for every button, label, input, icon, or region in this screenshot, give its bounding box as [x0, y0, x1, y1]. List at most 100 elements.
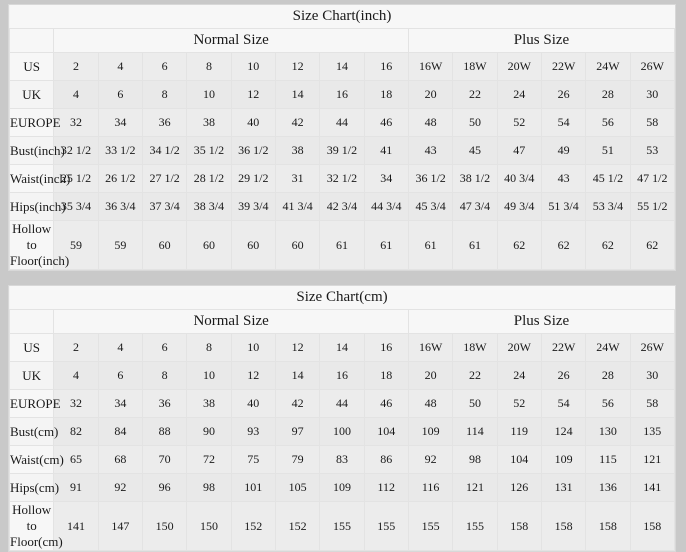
table-cell: 12 — [274, 333, 321, 362]
table-row: Hollow to Floor(inch) 59 59 60 60 60 60 61 61 61 6… — [8, 220, 676, 270]
table-cell: 38 1/2 — [452, 164, 498, 193]
table-cell: 22 — [452, 80, 498, 109]
table-cell: 83 — [319, 445, 365, 474]
table-row: Bust(inch) 32 1/2 33 1/2 34 1/2 35 1/2 36 1/2… — [8, 136, 676, 165]
table-cell: 41 — [363, 136, 409, 165]
table-cell: 16 — [363, 333, 409, 362]
table-cell: 10 — [186, 80, 232, 109]
table-cell: 158 — [629, 501, 676, 551]
table-row: EUROPE 32 34 36 38 40 42 44 46 48 50 52 54 56 58 — [8, 389, 676, 418]
table-cell: 38 — [186, 389, 232, 418]
table-cell: 90 — [186, 417, 232, 446]
table-cell: 22 — [452, 361, 498, 390]
table-cell: 62 — [540, 220, 587, 270]
row-label: UK — [8, 80, 55, 109]
table-cell: 51 3/4 — [540, 192, 587, 221]
table-cell: 155 — [363, 501, 409, 551]
table-cell: 114 — [452, 417, 498, 446]
table-cell: 20W — [496, 52, 542, 81]
table-cell: 44 — [319, 108, 365, 137]
table-cell: 52 — [496, 389, 542, 418]
row-label: Waist(inch) — [8, 164, 70, 193]
table-cell: 109 — [407, 417, 454, 446]
table-cell: 48 — [407, 108, 454, 137]
table-cell: 70 — [141, 445, 188, 474]
table-cell: 38 — [274, 136, 321, 165]
table-cell: 10 — [230, 52, 276, 81]
table-cell: 91 — [53, 473, 99, 502]
size-table-inch: Size Chart(inch) Normal Size Plus Size US 2 4… — [8, 5, 676, 270]
row-label: US — [8, 52, 55, 81]
table-row: Waist(cm) 65 68 70 72 75 79 83 86 92 98 104 109 115 12… — [8, 445, 676, 474]
table-row: Hollow to Floor(cm) 141 147 150 150 152 152 155… — [8, 501, 676, 551]
table-cell: 16W — [407, 52, 454, 81]
table-cell: 26 1/2 — [97, 164, 143, 193]
group-header-blank — [8, 28, 55, 53]
table-cell: 155 — [319, 501, 365, 551]
table-cell: 60 — [141, 220, 188, 270]
table-cell: 32 — [53, 108, 99, 137]
table-cell: 158 — [585, 501, 631, 551]
table-cell: 28 — [585, 80, 631, 109]
table-cell: 42 — [274, 108, 321, 137]
table-cell: 14 — [274, 361, 321, 390]
table-cell: 26W — [629, 333, 676, 362]
table-cell: 8 — [141, 361, 188, 390]
row-label: EUROPE — [8, 389, 61, 418]
table-row: Waist(inch) 25 1/2 26 1/2 27 1/2 28 1/2 29 1/… — [8, 164, 676, 193]
table-cell: 12 — [230, 80, 276, 109]
table-cell: 152 — [230, 501, 276, 551]
table-cell: 116 — [407, 473, 454, 502]
table-cell: 124 — [540, 417, 587, 446]
table-cell: 41 3/4 — [274, 192, 321, 221]
table-cell: 14 — [319, 52, 365, 81]
table-cell: 30 — [629, 80, 676, 109]
table-cell: 35 3/4 — [53, 192, 99, 221]
table-cell: 18W — [452, 52, 498, 81]
table-row: EUROPE 32 34 36 38 40 42 44 46 48 50 52 54 56 58 — [8, 108, 676, 137]
size-table-inch-body: Size Chart(inch) Normal Size Plus Size US 2 4… — [8, 5, 676, 270]
table-cell: 16W — [407, 333, 454, 362]
table-cell: 32 1/2 — [319, 164, 365, 193]
chart-title-row: Size Chart(inch) — [9, 5, 675, 29]
table-cell: 30 — [629, 361, 676, 390]
table-cell: 121 — [452, 473, 498, 502]
table-cell: 26 — [540, 80, 587, 109]
table-cell: 109 — [540, 445, 587, 474]
group-header-row: Normal Size Plus Size — [8, 28, 676, 53]
table-cell: 100 — [319, 417, 365, 446]
table-cell: 31 — [274, 164, 321, 193]
table-cell: 37 3/4 — [141, 192, 188, 221]
table-cell: 4 — [97, 52, 143, 81]
chart-title-row: Size Chart(cm) — [9, 286, 675, 310]
table-cell: 93 — [230, 417, 276, 446]
row-label: Waist(cm) — [8, 445, 64, 474]
table-cell: 22W — [540, 333, 587, 362]
row-label: EUROPE — [8, 108, 61, 137]
table-cell: 72 — [186, 445, 232, 474]
table-cell: 44 — [319, 389, 365, 418]
table-cell: 55 1/2 — [629, 192, 676, 221]
table-cell: 45 3/4 — [407, 192, 454, 221]
table-cell: 121 — [629, 445, 676, 474]
table-cell: 88 — [141, 417, 188, 446]
size-chart-page: Size Chart(inch) Normal Size Plus Size US 2 4… — [8, 4, 676, 552]
table-cell: 47 3/4 — [452, 192, 498, 221]
table-cell: 24W — [585, 333, 631, 362]
table-cell: 4 — [53, 361, 99, 390]
table-cell: 92 — [407, 445, 454, 474]
table-cell: 115 — [585, 445, 631, 474]
table-cell: 28 — [585, 361, 631, 390]
chart-title: Size Chart(cm) — [9, 286, 675, 310]
group-header-plus-size: Plus Size — [407, 28, 676, 53]
table-cell: 10 — [230, 333, 276, 362]
row-label: Bust(inch) — [8, 136, 65, 165]
table-cell: 86 — [363, 445, 409, 474]
table-cell: 44 3/4 — [363, 192, 409, 221]
table-cell: 61 — [407, 220, 454, 270]
table-cell: 141 — [629, 473, 676, 502]
table-cell: 84 — [97, 417, 143, 446]
table-cell: 96 — [141, 473, 188, 502]
table-cell: 135 — [629, 417, 676, 446]
table-cell: 75 — [230, 445, 276, 474]
